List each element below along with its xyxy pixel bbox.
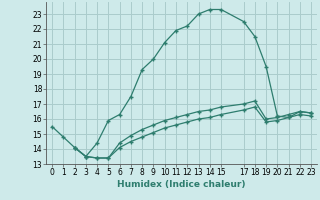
X-axis label: Humidex (Indice chaleur): Humidex (Indice chaleur) (117, 180, 246, 189)
